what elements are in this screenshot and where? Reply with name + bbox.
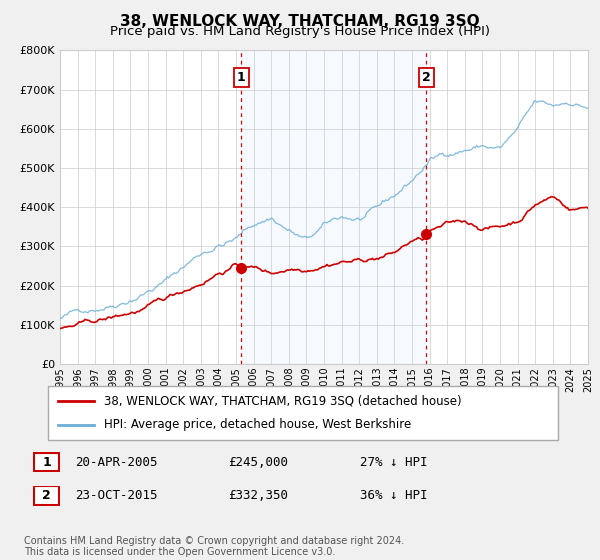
Text: 38, WENLOCK WAY, THATCHAM, RG19 3SQ: 38, WENLOCK WAY, THATCHAM, RG19 3SQ: [120, 14, 480, 29]
Text: Contains HM Land Registry data © Crown copyright and database right 2024.
This d: Contains HM Land Registry data © Crown c…: [24, 535, 404, 557]
Text: £332,350: £332,350: [228, 489, 288, 502]
Text: HPI: Average price, detached house, West Berkshire: HPI: Average price, detached house, West…: [104, 418, 412, 431]
Text: 38, WENLOCK WAY, THATCHAM, RG19 3SQ (detached house): 38, WENLOCK WAY, THATCHAM, RG19 3SQ (det…: [104, 395, 462, 408]
Text: 27% ↓ HPI: 27% ↓ HPI: [360, 455, 427, 469]
Text: 23-OCT-2015: 23-OCT-2015: [75, 489, 157, 502]
FancyBboxPatch shape: [48, 386, 558, 440]
Text: 1: 1: [237, 71, 245, 85]
Text: £245,000: £245,000: [228, 455, 288, 469]
Text: Price paid vs. HM Land Registry's House Price Index (HPI): Price paid vs. HM Land Registry's House …: [110, 25, 490, 38]
FancyBboxPatch shape: [34, 452, 59, 472]
Text: 1: 1: [42, 455, 51, 469]
FancyBboxPatch shape: [34, 486, 59, 505]
Text: 36% ↓ HPI: 36% ↓ HPI: [360, 489, 427, 502]
Text: 2: 2: [422, 71, 430, 85]
Bar: [241, 50, 426, 364]
Text: 20-APR-2005: 20-APR-2005: [75, 455, 157, 469]
Text: 2: 2: [42, 489, 51, 502]
